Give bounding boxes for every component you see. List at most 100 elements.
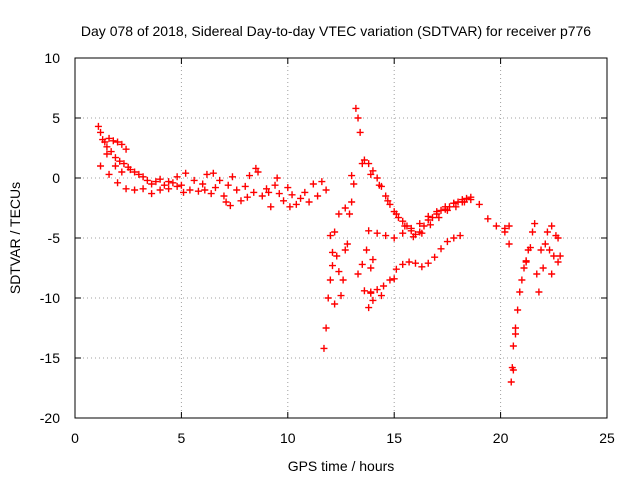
data-point xyxy=(201,186,209,194)
data-point xyxy=(233,186,241,194)
x-axis-label: GPS time / hours xyxy=(288,458,395,474)
data-point xyxy=(228,173,236,181)
data-point xyxy=(350,180,358,188)
data-point xyxy=(186,186,194,194)
data-point xyxy=(322,186,330,194)
data-point xyxy=(156,186,164,194)
data-point xyxy=(148,180,156,188)
series-middle-line xyxy=(365,196,513,242)
data-point xyxy=(533,270,541,278)
data-point xyxy=(437,245,445,253)
y-tick-label: -20 xyxy=(40,410,60,426)
data-point xyxy=(111,154,119,162)
data-point xyxy=(529,228,537,236)
data-point xyxy=(280,197,288,205)
series-flat-band xyxy=(169,164,330,211)
data-point xyxy=(103,143,111,151)
x-tick-label: 25 xyxy=(599,430,615,446)
data-point xyxy=(509,342,517,350)
data-point xyxy=(122,185,130,193)
data-point xyxy=(94,122,102,130)
data-point xyxy=(152,178,160,186)
series-early-decay xyxy=(94,122,181,198)
data-point xyxy=(380,282,388,290)
data-point xyxy=(335,268,343,276)
data-point xyxy=(331,300,339,308)
data-point xyxy=(120,160,128,168)
data-point xyxy=(416,220,424,228)
data-point xyxy=(354,114,362,122)
data-point xyxy=(320,344,328,352)
data-point xyxy=(173,173,181,181)
data-point xyxy=(511,330,519,338)
data-point xyxy=(101,138,109,146)
data-point xyxy=(363,246,371,254)
data-point xyxy=(194,187,202,195)
y-axis-label: SDTVAR / TECUs xyxy=(7,182,23,294)
data-point xyxy=(328,262,336,270)
data-point xyxy=(122,145,130,153)
data-point xyxy=(556,252,564,260)
x-tick-label: 15 xyxy=(386,430,402,446)
y-tick-label: 0 xyxy=(52,170,60,186)
data-point xyxy=(286,203,294,211)
data-point xyxy=(424,212,432,220)
data-point xyxy=(173,182,181,190)
data-point xyxy=(182,169,190,177)
data-point xyxy=(324,294,332,302)
data-point xyxy=(394,214,402,222)
data-point xyxy=(535,288,543,296)
data-point xyxy=(326,232,334,240)
data-point xyxy=(131,186,139,194)
data-point xyxy=(411,259,419,267)
data-point xyxy=(399,229,407,237)
data-point xyxy=(341,204,349,212)
data-point xyxy=(526,244,534,252)
data-point xyxy=(467,196,475,204)
data-point xyxy=(131,168,139,176)
data-point xyxy=(358,160,366,168)
x-tick-label: 0 xyxy=(71,430,79,446)
data-point xyxy=(284,184,292,192)
data-point xyxy=(305,198,313,206)
data-point xyxy=(97,162,105,170)
data-point xyxy=(452,203,460,211)
series-late-drops xyxy=(501,220,564,386)
data-point xyxy=(103,150,111,158)
data-point xyxy=(365,160,373,168)
x-tick-label: 10 xyxy=(280,430,296,446)
data-point xyxy=(135,170,143,178)
data-point xyxy=(109,137,117,145)
data-point xyxy=(390,275,398,283)
data-point xyxy=(554,258,562,266)
data-point xyxy=(382,232,390,240)
data-point xyxy=(522,258,530,266)
data-point xyxy=(314,192,322,200)
data-point xyxy=(505,240,513,248)
data-point xyxy=(309,180,317,188)
data-point xyxy=(216,176,224,184)
data-point xyxy=(367,264,375,272)
y-tick-label: 10 xyxy=(44,50,60,66)
data-point xyxy=(501,224,509,232)
data-point xyxy=(435,214,443,222)
data-point xyxy=(441,203,449,211)
data-point xyxy=(250,188,258,196)
data-point xyxy=(505,222,513,230)
data-point xyxy=(392,265,400,273)
data-point xyxy=(111,162,119,170)
data-point xyxy=(116,157,124,165)
data-point xyxy=(160,181,168,189)
plot-frame xyxy=(74,57,608,419)
data-point xyxy=(341,246,349,254)
data-point xyxy=(386,276,394,284)
data-point xyxy=(348,198,356,206)
data-point xyxy=(335,210,343,218)
grid-layer xyxy=(75,58,607,418)
data-point xyxy=(226,202,234,210)
data-point xyxy=(263,185,271,193)
data-point xyxy=(356,128,364,136)
data-point xyxy=(520,264,528,272)
data-point xyxy=(148,190,156,198)
data-point xyxy=(203,170,211,178)
